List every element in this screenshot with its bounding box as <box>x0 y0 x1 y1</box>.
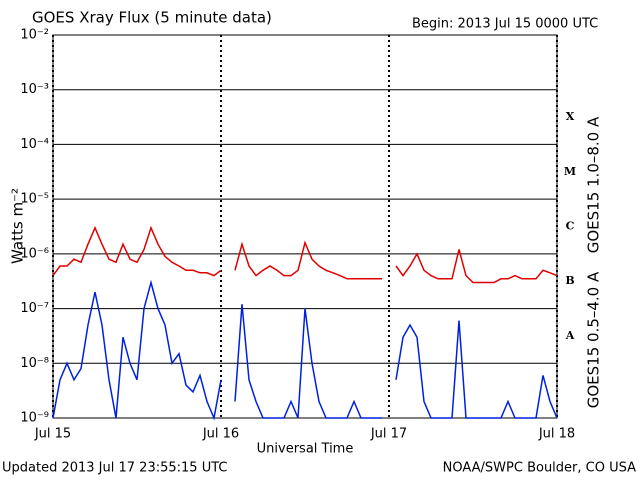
x-tick-label: Jul 17 <box>370 427 407 442</box>
y-axis-label: Watts m⁻² <box>9 188 27 264</box>
series-line <box>52 279 558 421</box>
subtitle: Begin: 2013 Jul 15 0000 UTC <box>412 17 598 32</box>
y-tick-label: 10⁻⁵ <box>20 192 49 207</box>
legend-entry: GOES15 1.0–8.0 A <box>585 116 603 253</box>
x-tick-label: Jul 18 <box>538 427 575 442</box>
y-tick-label: 10⁻⁷ <box>20 301 49 316</box>
y-tick-label: 10⁻⁶ <box>20 246 49 261</box>
y-tick-label: 10⁻³ <box>20 82 49 97</box>
footer-right: NOAA/SWPC Boulder, CO USA <box>443 461 636 476</box>
class-label: X <box>566 110 575 123</box>
y-tick-label: 10⁻⁸ <box>20 356 49 371</box>
series-line <box>52 225 558 284</box>
class-label: A <box>565 329 575 342</box>
class-label: C <box>566 220 575 233</box>
footer-left: Updated 2013 Jul 17 23:55:15 UTC <box>2 461 227 476</box>
class-label: M <box>564 165 576 178</box>
x-axis-label: Universal Time <box>257 442 354 457</box>
x-tick-label: Jul 15 <box>34 427 71 442</box>
x-tick-label: Jul 16 <box>202 427 239 442</box>
y-tick-label: 10⁻⁴ <box>20 137 49 152</box>
chart-title: GOES Xray Flux (5 minute data) <box>32 9 272 27</box>
plot-frame <box>52 34 558 419</box>
y-tick-label: 10⁻² <box>20 28 49 43</box>
legend-entry: GOES15 0.5–4.0 A <box>585 271 603 408</box>
y-tick-label: 10⁻⁹ <box>20 411 49 426</box>
class-label: B <box>565 274 574 287</box>
